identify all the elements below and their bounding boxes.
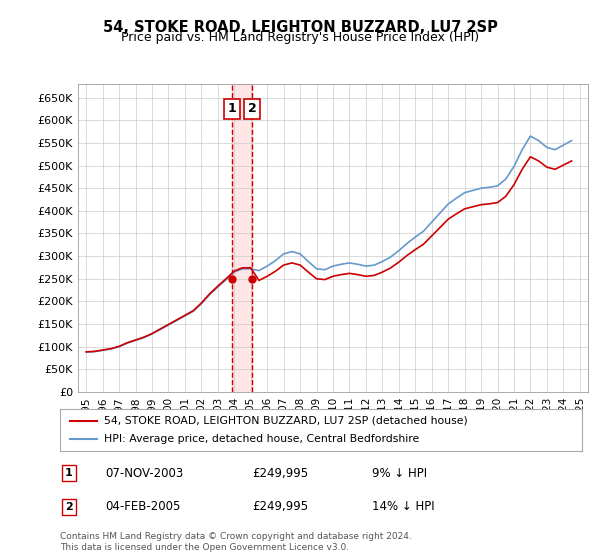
Text: 9% ↓ HPI: 9% ↓ HPI bbox=[372, 466, 427, 480]
Text: 14% ↓ HPI: 14% ↓ HPI bbox=[372, 500, 434, 514]
Text: 07-NOV-2003: 07-NOV-2003 bbox=[105, 466, 183, 480]
Text: Contains HM Land Registry data © Crown copyright and database right 2024.
This d: Contains HM Land Registry data © Crown c… bbox=[60, 532, 412, 552]
Text: 54, STOKE ROAD, LEIGHTON BUZZARD, LU7 2SP (detached house): 54, STOKE ROAD, LEIGHTON BUZZARD, LU7 2S… bbox=[104, 416, 468, 426]
Text: 2: 2 bbox=[248, 102, 257, 115]
Text: 1: 1 bbox=[65, 468, 73, 478]
Text: 1: 1 bbox=[227, 102, 236, 115]
Bar bbox=[232, 84, 252, 392]
Text: 04-FEB-2005: 04-FEB-2005 bbox=[105, 500, 181, 514]
Text: HPI: Average price, detached house, Central Bedfordshire: HPI: Average price, detached house, Cent… bbox=[104, 434, 419, 444]
Text: 2: 2 bbox=[65, 502, 73, 512]
Text: 54, STOKE ROAD, LEIGHTON BUZZARD, LU7 2SP: 54, STOKE ROAD, LEIGHTON BUZZARD, LU7 2S… bbox=[103, 20, 497, 35]
Text: £249,995: £249,995 bbox=[252, 466, 308, 480]
Text: Price paid vs. HM Land Registry's House Price Index (HPI): Price paid vs. HM Land Registry's House … bbox=[121, 31, 479, 44]
Text: £249,995: £249,995 bbox=[252, 500, 308, 514]
